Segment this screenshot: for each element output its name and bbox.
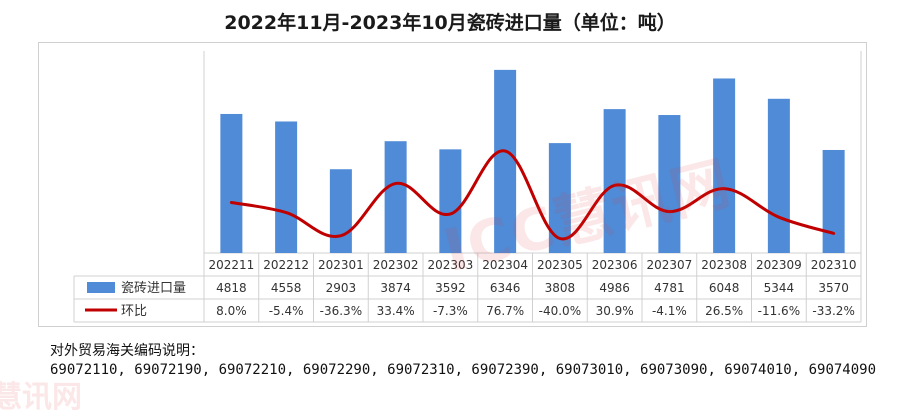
line-data-label: 76.7%: [486, 304, 524, 318]
bar-data-label: 3570: [818, 281, 849, 295]
bar-data-label: 4986: [599, 281, 630, 295]
bar-data-label: 4558: [271, 281, 302, 295]
legend-bar-key: [87, 282, 115, 293]
category-tick-label: 202211: [208, 258, 254, 272]
legend-bar-label: 瓷砖进口量: [121, 281, 186, 296]
bar-data-label: 5344: [764, 281, 795, 295]
line-data-label: -40.0%: [539, 304, 581, 318]
bar-data-label: 4781: [654, 281, 685, 295]
bar-data-label: 3808: [545, 281, 576, 295]
bar: [385, 141, 407, 253]
footnote-title: 对外贸易海关编码说明：: [50, 340, 204, 360]
bar: [768, 99, 790, 253]
bar-data-label: 6048: [709, 281, 740, 295]
category-tick-label: 202307: [646, 258, 692, 272]
line-data-label: -5.4%: [269, 304, 304, 318]
footnote-codes: 69072110, 69072190, 69072210, 69072290, …: [50, 362, 876, 378]
legend-line-label: 环比: [121, 304, 147, 319]
bar: [823, 150, 845, 253]
watermark-logo-small: 慧讯网: [0, 372, 82, 416]
bar: [220, 114, 242, 253]
bar: [275, 121, 297, 253]
line-data-label: 30.9%: [596, 304, 634, 318]
line-data-label: -11.6%: [758, 304, 800, 318]
line-data-label: -7.3%: [433, 304, 468, 318]
line-data-label: -33.2%: [812, 304, 854, 318]
line-data-label: 26.5%: [705, 304, 743, 318]
category-tick-label: 202309: [756, 258, 802, 272]
bar: [330, 169, 352, 253]
line-data-label: 8.0%: [216, 304, 247, 318]
category-tick-label: 202306: [592, 258, 638, 272]
category-tick-label: 202310: [811, 258, 857, 272]
category-tick-label: 202308: [701, 258, 747, 272]
line-data-label: -36.3%: [320, 304, 362, 318]
bar-data-label: 3874: [380, 281, 411, 295]
bar-data-label: 4818: [216, 281, 247, 295]
bar-data-label: 2903: [326, 281, 357, 295]
line-data-label: 33.4%: [377, 304, 415, 318]
chart-title: 2022年11月-2023年10月瓷砖进口量（单位：吨）: [0, 8, 900, 35]
bar-data-label: 6346: [490, 281, 521, 295]
line-data-label: -4.1%: [652, 304, 687, 318]
category-tick-label: 202301: [318, 258, 364, 272]
category-tick-label: 202212: [263, 258, 309, 272]
category-tick-label: 202302: [373, 258, 419, 272]
